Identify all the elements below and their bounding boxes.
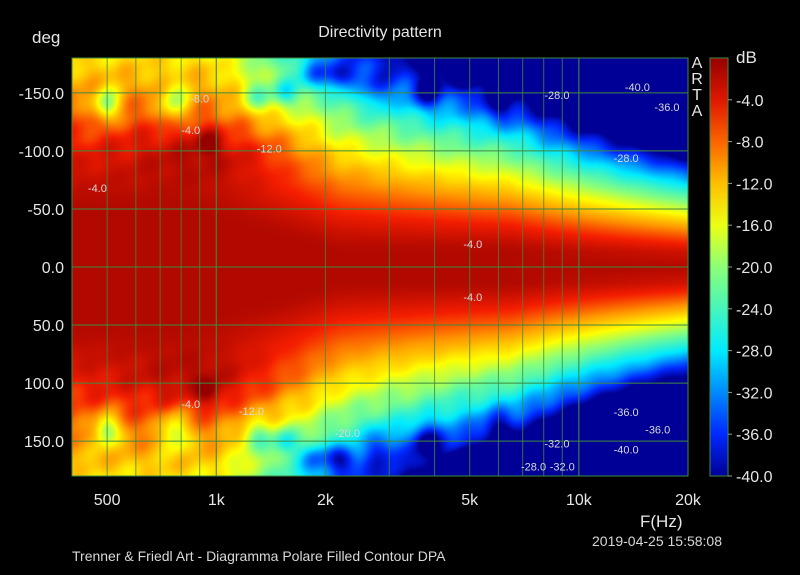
contour-label: -40.0 <box>625 82 650 94</box>
contour-label: -4.0 <box>463 239 482 251</box>
contour-label: -36.0 <box>614 407 639 419</box>
x-tick-label: 10k <box>566 492 593 509</box>
contour-label: -12.0 <box>257 144 282 156</box>
colorbar <box>710 58 728 476</box>
colorbar-tick-label: -20.0 <box>736 260 773 277</box>
plot-frame <box>71 57 689 477</box>
y-tick-label: -100.0 <box>19 144 64 161</box>
contour-label: -4.0 <box>181 399 200 411</box>
colorbar-tick-label: -4.0 <box>736 93 764 110</box>
contour-label: -28.0 <box>614 153 639 165</box>
y-tick-label: -150.0 <box>19 86 64 103</box>
vendor-mark-letter: R <box>691 71 703 88</box>
colorbar-tick-label: -36.0 <box>736 427 773 444</box>
x-tick-label: 5k <box>461 492 479 509</box>
y-tick-label: 50.0 <box>33 318 64 335</box>
timestamp: 2019-04-25 15:58:08 <box>592 533 722 549</box>
contour-label: -32.0 <box>544 438 569 450</box>
x-tick-label: 2k <box>317 492 335 509</box>
x-axis-label: F(Hz) <box>640 512 683 531</box>
chart-title: Directivity pattern <box>318 24 442 41</box>
contour-label: -8.0 <box>190 94 209 106</box>
vendor-mark-letter: A <box>691 103 703 120</box>
colorbar-unit-label: dB <box>736 48 757 67</box>
x-tick-label: 500 <box>94 492 121 509</box>
y-tick-label: 150.0 <box>24 434 64 451</box>
contour-label: -28.0 <box>544 90 569 102</box>
colorbar-tick-label: -32.0 <box>736 385 773 402</box>
contour-label: -28.0 <box>521 462 546 474</box>
y-tick-label: -50.0 <box>28 202 65 219</box>
contour-label: -20.0 <box>335 428 360 440</box>
colorbar-tick-label: -16.0 <box>736 218 773 235</box>
contour-label: -4.0 <box>88 183 107 195</box>
vendor-mark-letter: A <box>691 55 703 72</box>
y-tick-label: 100.0 <box>24 376 64 393</box>
footer-caption: Trenner & Friedl Art - Diagramma Polare … <box>72 548 446 564</box>
vendor-mark-letter: T <box>692 87 702 104</box>
colorbar-tick-label: -40.0 <box>736 469 773 486</box>
colorbar-tick-label: -12.0 <box>736 176 773 193</box>
x-tick-label: 1k <box>208 492 226 509</box>
x-tick-label: 20k <box>675 492 702 509</box>
contour-label: -12.0 <box>239 406 264 418</box>
colorbar-tick-label: -28.0 <box>736 344 773 361</box>
contour-label: -32.0 <box>550 462 575 474</box>
colorbar-tick-label: -24.0 <box>736 302 773 319</box>
y-axis-label: deg <box>32 28 61 47</box>
y-tick-label: 0.0 <box>42 260 64 277</box>
colorbar-tick-label: -8.0 <box>736 135 764 152</box>
contour-label: -40.0 <box>614 444 639 456</box>
contour-label: -4.0 <box>463 292 482 304</box>
contour-label: -36.0 <box>645 425 670 437</box>
contour-label: -4.0 <box>181 125 200 137</box>
contour-label: -36.0 <box>654 102 679 114</box>
